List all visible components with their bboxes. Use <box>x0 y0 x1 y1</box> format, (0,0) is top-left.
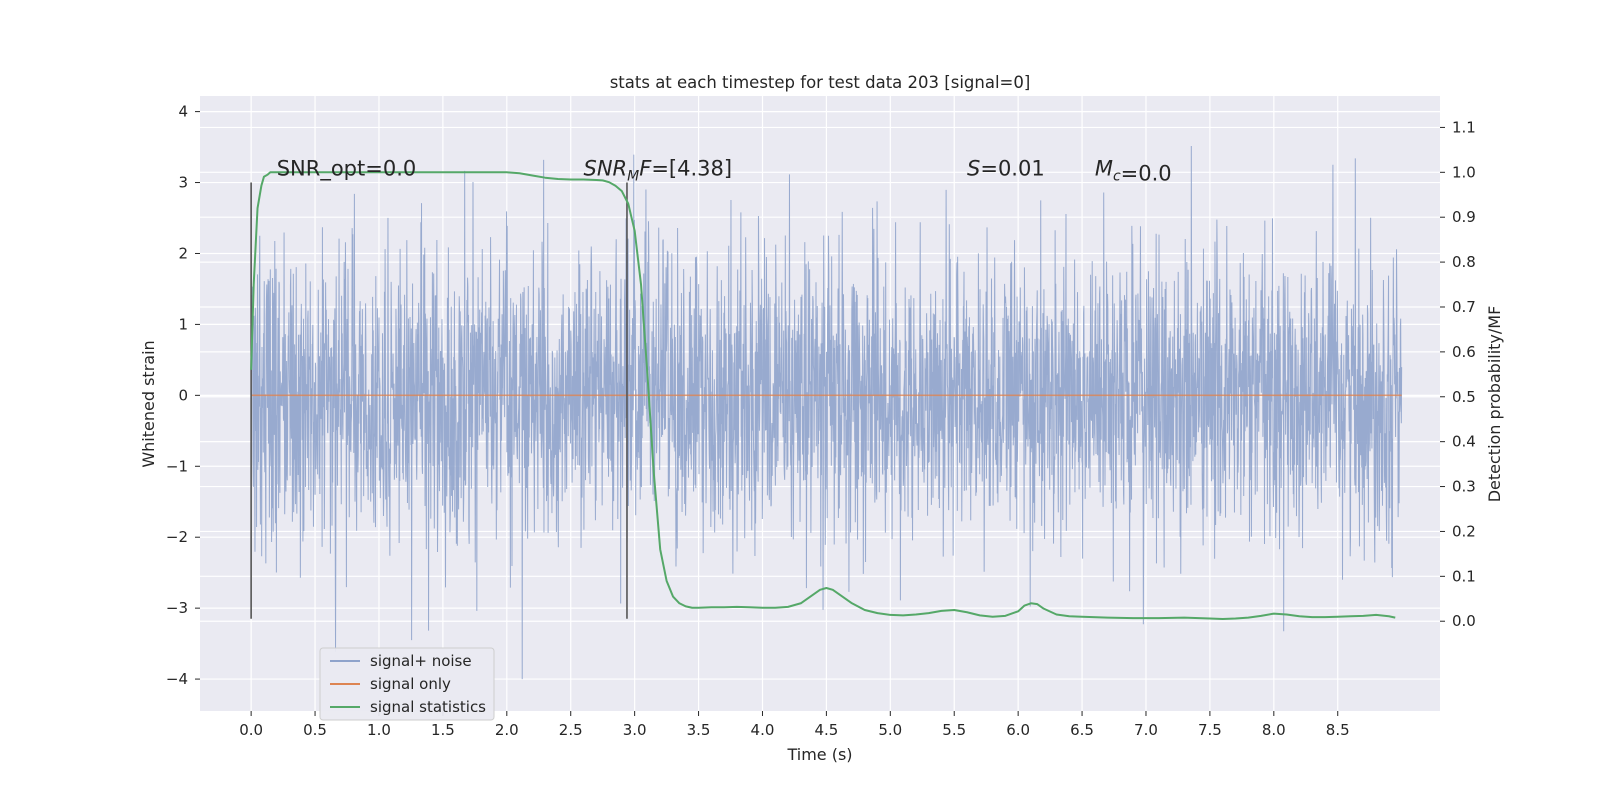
y-axis-label-right: Detection probability/MF <box>1485 306 1504 503</box>
x-tick-label: 5.0 <box>878 721 902 739</box>
annotation-mc: Mc=0.0 <box>1095 156 1172 185</box>
x-tick-label: 3.5 <box>687 721 711 739</box>
y-right-tick-label: 0.3 <box>1452 478 1476 496</box>
tick-labels: 0.0 0.5 1.0 1.5 2.0 2.5 3.0 3.5 4.0 4.5 5.0 5.5 6.0 6… <box>166 103 1476 739</box>
x-tick-label: 8.0 <box>1262 721 1286 739</box>
noise-line <box>250 145 1403 680</box>
x-tick-label: 5.5 <box>942 721 966 739</box>
x-tick-label: 8.5 <box>1326 721 1350 739</box>
legend-box <box>319 647 495 721</box>
x-tick-label: 7.0 <box>1134 721 1158 739</box>
y-left-tick-label: −2 <box>166 528 188 546</box>
annotations: SNR_opt=0.0 SNRMF=[4.38] S=0.01 Mc=0.0 <box>277 156 1172 185</box>
y-right-tick-label: 0.9 <box>1452 208 1476 226</box>
x-tick-label: 1.0 <box>367 721 391 739</box>
x-axis-label: Time (s) <box>786 745 852 764</box>
x-tick-label: 6.0 <box>1006 721 1030 739</box>
y-right-tick-label: 1.1 <box>1452 118 1476 136</box>
vertical-markers <box>250 182 628 619</box>
y-right-tick-label: 1.0 <box>1452 163 1476 181</box>
legend-label-stats: signal statistics <box>370 698 486 716</box>
series-signal-statistics <box>250 171 1396 620</box>
y-left-tick-label: 1 <box>178 315 188 333</box>
y-left-tick-label: −3 <box>166 599 188 617</box>
y-right-tick-label: 0.5 <box>1452 388 1476 406</box>
signal-statistics-line <box>250 171 1396 620</box>
x-tick-label: 2.5 <box>559 721 583 739</box>
y-right-tick-label: 0.4 <box>1452 433 1476 451</box>
y-left-tick-label: −1 <box>166 457 188 475</box>
x-tick-label: 2.0 <box>495 721 519 739</box>
x-tick-label: 4.0 <box>751 721 775 739</box>
y-left-tick-label: −4 <box>166 670 188 688</box>
x-tick-label: 0.5 <box>303 721 327 739</box>
x-tick-label: 6.5 <box>1070 721 1094 739</box>
annotation-s: S=0.01 <box>967 156 1045 180</box>
y-left-tick-label: 4 <box>178 103 188 121</box>
x-tick-label: 7.5 <box>1198 721 1222 739</box>
y-left-tick-label: 3 <box>178 174 188 192</box>
y-left-tick-label: 2 <box>178 244 188 262</box>
legend: signal+ noise signal only signal statist… <box>319 647 495 721</box>
chart-title: stats at each timestep for test data 203… <box>610 73 1031 92</box>
annotation-snr-opt: SNR_opt=0.0 <box>277 156 417 181</box>
x-tick-label: 4.5 <box>814 721 838 739</box>
y-right-tick-label: 0.1 <box>1452 567 1476 585</box>
y-left-tick-label: 0 <box>178 386 188 404</box>
y-right-tick-label: 0.8 <box>1452 253 1476 271</box>
y-right-tick-label: 0.7 <box>1452 298 1476 316</box>
series-signal-noise <box>250 145 1403 680</box>
annotation-snr-mf: SNRMF=[4.38] <box>584 156 733 184</box>
legend-label-signal: signal only <box>370 675 451 693</box>
y-right-tick-label: 0.6 <box>1452 343 1476 361</box>
y-right-tick-label: 0.2 <box>1452 522 1476 540</box>
x-tick-label: 1.5 <box>431 721 455 739</box>
y-right-tick-label: 0.0 <box>1452 612 1476 630</box>
y-axis-label-left: Whitened strain <box>139 340 158 467</box>
x-tick-label: 0.0 <box>239 721 263 739</box>
legend-label-noise: signal+ noise <box>370 652 472 670</box>
x-tick-label: 3.0 <box>623 721 647 739</box>
